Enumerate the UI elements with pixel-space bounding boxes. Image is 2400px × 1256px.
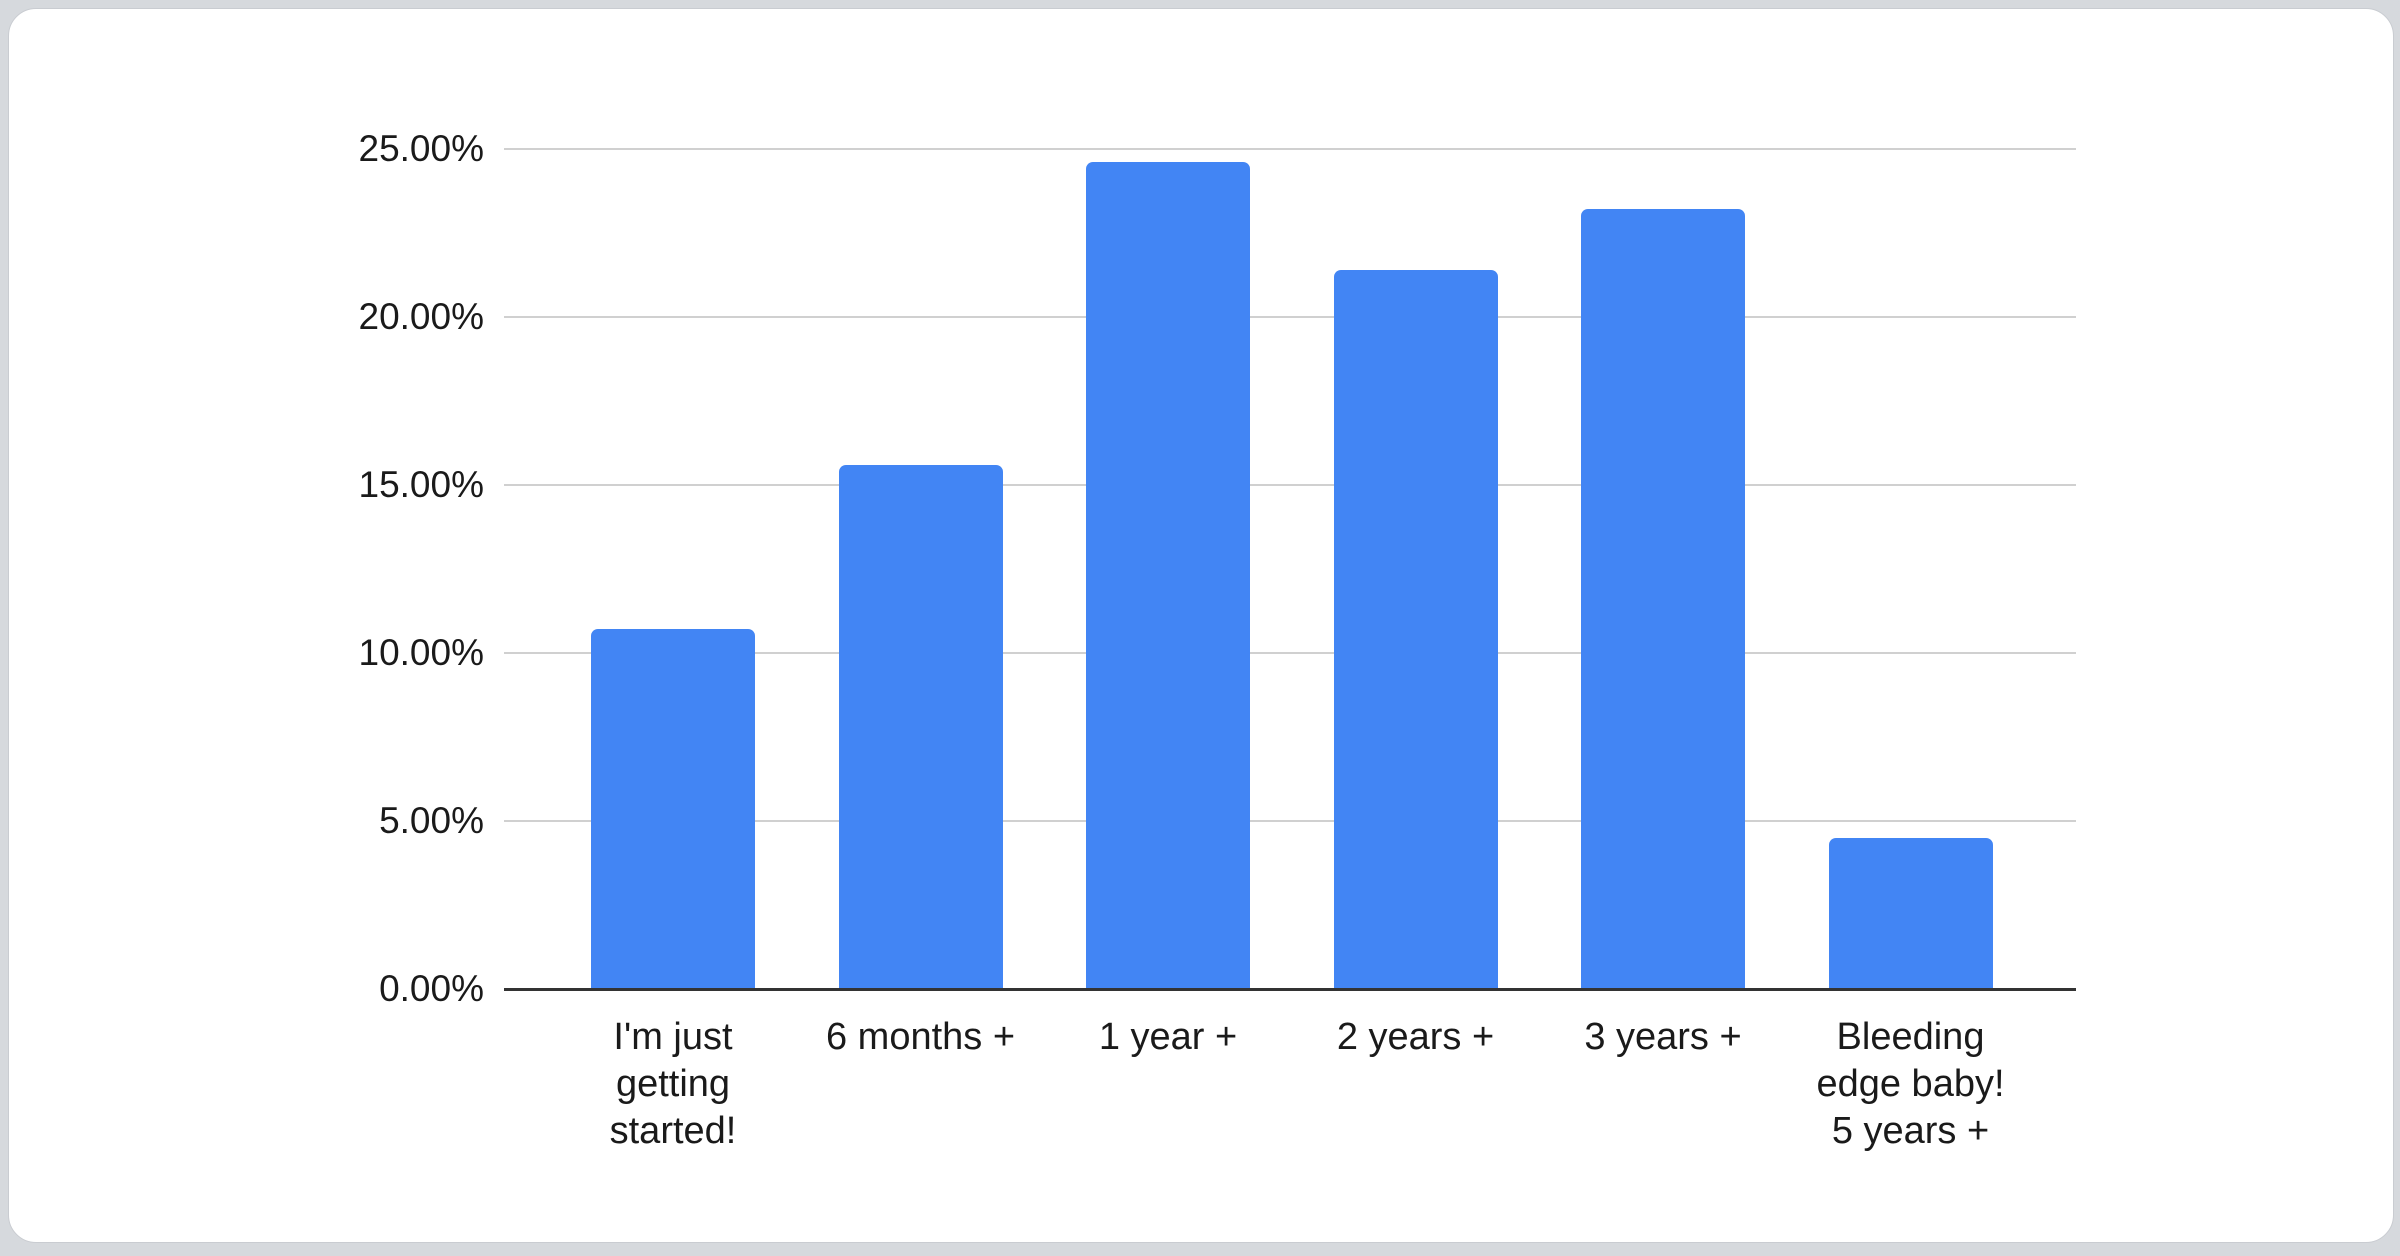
gridline [504,484,2076,486]
bar[interactable] [838,464,1003,989]
y-axis-tick-label: 5.00% [379,800,484,841]
y-axis-tick-label: 10.00% [358,632,485,673]
bar[interactable] [1581,209,1745,989]
bar[interactable] [1828,837,1993,989]
x-axis-category-label: I'm just getting started! [609,1016,737,1152]
bar[interactable] [1086,162,1250,989]
x-axis-category-label: 3 years + [1584,1016,1742,1058]
y-axis-tick-label: 20.00% [358,296,485,337]
bar[interactable] [591,629,755,989]
chart-card: 25.00% 20.00% 15.00% 10.00% 5.00% 0.00% I'm ju… [8,8,2394,1243]
x-axis-category-label: 1 year + [1098,1016,1238,1058]
x-axis-category-label: 2 years + [1336,1016,1495,1058]
gridline [504,316,2076,318]
bar-chart: 25.00% 20.00% 15.00% 10.00% 5.00% 0.00% I'm ju… [9,9,2393,1242]
bar[interactable] [1333,269,1498,989]
y-axis-tick-label: 25.00% [358,128,485,169]
x-axis-category-label: 6 months + [825,1016,1016,1058]
y-axis-tick-label: 15.00% [358,464,485,505]
gridline [504,148,2076,150]
y-axis-tick-label: 0.00% [379,968,484,1009]
x-axis-category-label: Bleeding edge baby! 5 years + [1816,1016,2005,1152]
